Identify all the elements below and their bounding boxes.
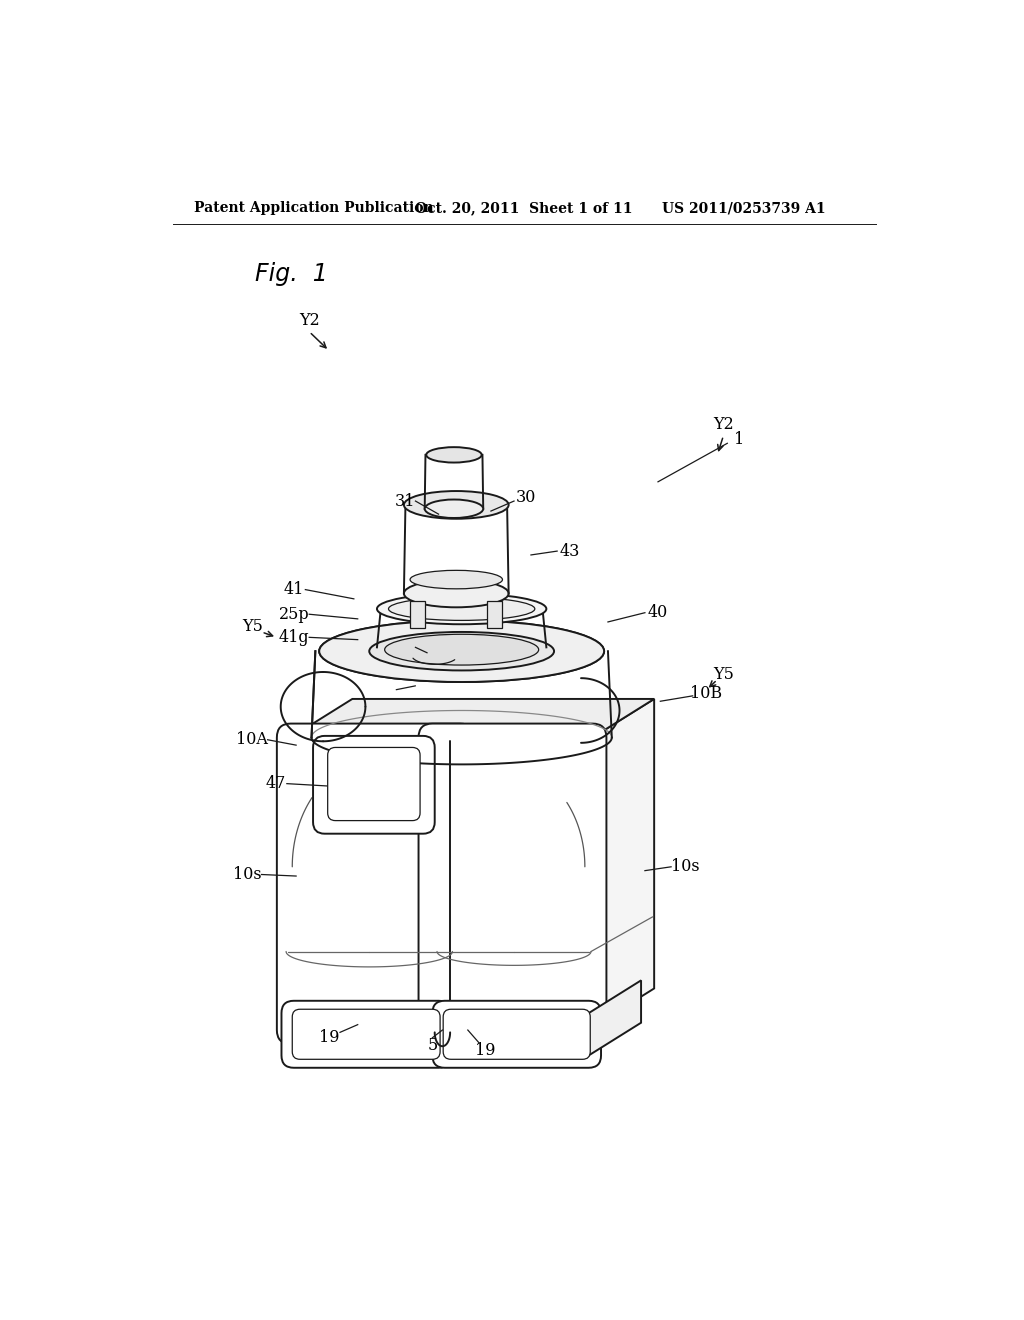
Text: 25p: 25p (279, 606, 309, 623)
Ellipse shape (370, 632, 554, 671)
FancyBboxPatch shape (432, 1001, 601, 1068)
Text: Fig.  1: Fig. 1 (255, 261, 328, 286)
FancyBboxPatch shape (276, 723, 474, 1044)
Ellipse shape (388, 598, 535, 620)
Ellipse shape (426, 447, 481, 462)
Text: 19: 19 (318, 1030, 340, 1047)
FancyBboxPatch shape (313, 737, 435, 834)
FancyBboxPatch shape (282, 1001, 451, 1068)
Ellipse shape (319, 620, 604, 682)
Polygon shape (593, 700, 654, 1027)
Polygon shape (291, 700, 654, 738)
FancyBboxPatch shape (328, 747, 420, 821)
Ellipse shape (377, 594, 547, 624)
Ellipse shape (319, 620, 604, 682)
Text: 47: 47 (265, 775, 286, 792)
Ellipse shape (410, 570, 503, 589)
FancyBboxPatch shape (292, 1010, 440, 1059)
Text: Y2: Y2 (713, 416, 734, 433)
Ellipse shape (403, 579, 509, 607)
Ellipse shape (385, 635, 539, 665)
FancyBboxPatch shape (419, 723, 606, 1040)
Polygon shape (410, 601, 425, 628)
Polygon shape (487, 601, 503, 628)
FancyBboxPatch shape (443, 1010, 590, 1059)
Text: Y2: Y2 (299, 312, 319, 329)
Text: Y5: Y5 (713, 665, 734, 682)
Text: 30: 30 (515, 488, 536, 506)
Text: 43: 43 (559, 543, 580, 560)
Polygon shape (589, 981, 641, 1056)
Ellipse shape (425, 499, 483, 517)
Text: 10s: 10s (671, 858, 699, 875)
Text: 41g: 41g (279, 628, 309, 645)
Text: 1: 1 (734, 430, 744, 447)
Ellipse shape (403, 491, 509, 519)
Text: 31: 31 (394, 492, 415, 510)
Text: Oct. 20, 2011  Sheet 1 of 11: Oct. 20, 2011 Sheet 1 of 11 (416, 202, 633, 215)
Text: 10s: 10s (233, 866, 262, 883)
Text: 10A: 10A (237, 731, 268, 748)
Text: 10B: 10B (690, 685, 723, 702)
Text: 19: 19 (474, 1041, 495, 1059)
Text: 41: 41 (284, 581, 304, 598)
Text: Y5: Y5 (242, 618, 263, 635)
Text: Patent Application Publication: Patent Application Publication (194, 202, 433, 215)
Text: 5: 5 (427, 1038, 437, 1053)
Text: US 2011/0253739 A1: US 2011/0253739 A1 (662, 202, 825, 215)
Text: 40: 40 (648, 605, 668, 622)
